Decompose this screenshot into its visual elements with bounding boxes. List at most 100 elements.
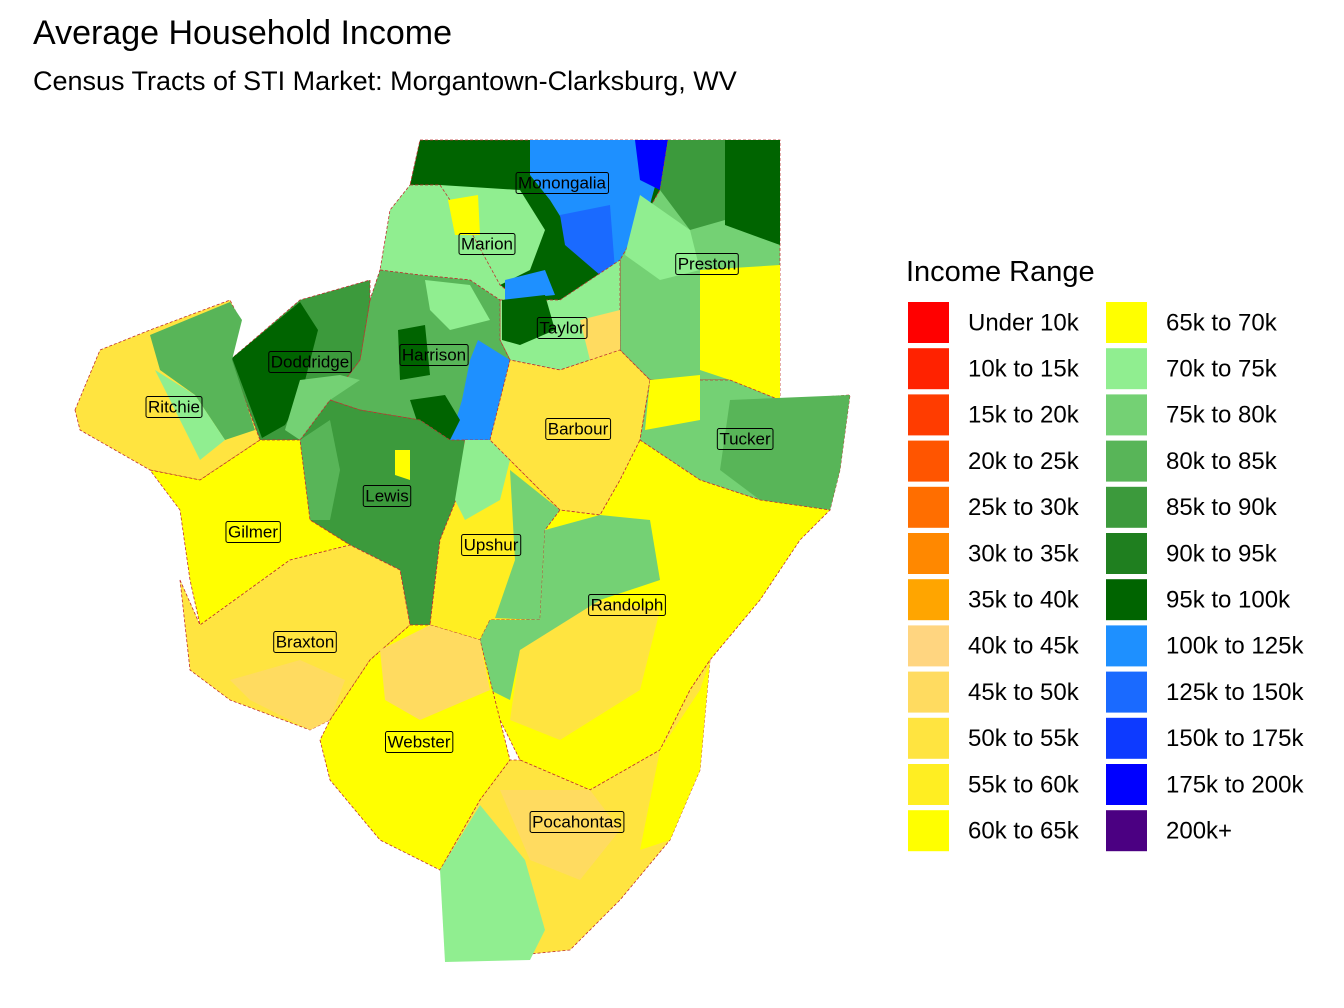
tract (155, 370, 225, 460)
tract (285, 375, 360, 440)
tract (150, 302, 255, 440)
legend-swatch (908, 440, 949, 482)
county-label: Webster (388, 732, 451, 751)
legend-label: 70k to 75k (1166, 356, 1278, 383)
tract (625, 195, 700, 280)
county-label-box (225, 520, 281, 543)
tract (580, 310, 620, 360)
legend-label: 15k to 20k (968, 402, 1080, 429)
county-label: Harrison (402, 345, 466, 364)
tract (560, 205, 615, 275)
legend-label: 35k to 40k (968, 587, 1080, 614)
county-label: Preston (678, 254, 737, 273)
legend-swatch (1106, 625, 1147, 667)
legend-label: 200k+ (1166, 818, 1232, 845)
county-label-box (545, 417, 612, 440)
tract (300, 420, 340, 520)
county-area (489, 349, 651, 516)
legend-swatch (908, 625, 949, 667)
tract (510, 600, 660, 740)
legend-swatch (1106, 394, 1147, 436)
legend-swatch (1106, 579, 1147, 621)
county-label: Taylor (539, 318, 585, 337)
tract (720, 395, 850, 510)
tract (380, 625, 490, 720)
legend-label: 150k to 175k (1166, 725, 1304, 752)
tract (448, 195, 480, 235)
county-label: Upshur (464, 535, 519, 554)
tract (455, 440, 510, 520)
county-label-box (536, 316, 588, 339)
legend-label: 100k to 125k (1166, 633, 1304, 660)
legend-label: 10k to 15k (968, 356, 1080, 383)
county-label: Marion (461, 234, 513, 253)
legend-label: 20k to 25k (968, 448, 1080, 475)
county-labels: Monongalia Marion Preston Taylor Harrison Dod… (145, 171, 774, 833)
legend-swatch (908, 717, 949, 759)
legend-label: 175k to 200k (1166, 771, 1304, 798)
legend-swatch (1106, 348, 1147, 390)
legend-swatch (1106, 717, 1147, 759)
title: Average Household Income (33, 14, 452, 52)
legend-swatch (1106, 671, 1147, 713)
county-label-box (458, 232, 516, 255)
county-label-box (362, 484, 412, 507)
county-label: Pocahontas (532, 812, 622, 831)
legend-swatch (908, 486, 949, 528)
legend-swatch (908, 394, 949, 436)
legend-label: 75k to 80k (1166, 402, 1278, 429)
legend-swatch (908, 764, 949, 805)
tract (502, 295, 555, 345)
tract (395, 450, 410, 480)
tract (640, 660, 710, 850)
county-label-box (399, 343, 469, 366)
county-label-box (385, 730, 454, 753)
county-label-box (588, 593, 666, 616)
legend-label: 30k to 35k (968, 540, 1080, 567)
county-label-box (268, 350, 352, 373)
legend-label: 50k to 55k (968, 725, 1080, 752)
legend-swatch (908, 302, 949, 343)
county-label: Ritchie (148, 397, 200, 416)
county-label-box (461, 533, 522, 556)
county-label: Gilmer (228, 522, 278, 541)
legend-label: Under 10k (968, 309, 1080, 336)
legend-label: 125k to 150k (1166, 679, 1304, 706)
county-label-box (716, 427, 774, 450)
legend-swatch (1106, 486, 1147, 528)
legend-label: 85k to 90k (1166, 494, 1278, 521)
county-label-box (273, 630, 337, 653)
legend-swatch (908, 671, 949, 713)
county-label-box (529, 810, 625, 833)
county-label: Doddridge (271, 352, 349, 371)
tract (645, 375, 700, 430)
legend-label: 90k to 95k (1166, 540, 1278, 567)
tract (440, 805, 545, 962)
legend-label: 95k to 100k (1166, 587, 1291, 614)
legend-swatch (908, 348, 949, 390)
tract (398, 325, 430, 380)
legend-swatch (1106, 302, 1147, 343)
tract (495, 470, 560, 620)
legend-swatch (908, 579, 949, 621)
legend-label: 40k to 45k (968, 633, 1080, 660)
legend-swatch (908, 533, 949, 574)
tract (700, 265, 780, 400)
legend-label: 45k to 50k (968, 679, 1080, 706)
subtitle: Census Tracts of STI Market: Morgantown-… (33, 66, 737, 96)
tract (230, 660, 345, 730)
legend-title: Income Range (906, 256, 1095, 288)
legend-label: 65k to 70k (1166, 309, 1278, 336)
legend-label: 60k to 65k (968, 818, 1080, 845)
legend-swatch (1106, 533, 1147, 574)
county-label-box (675, 252, 739, 275)
legend-swatch (1106, 764, 1147, 805)
county-label: Barbour (548, 419, 609, 438)
legend-label: 55k to 60k (968, 771, 1080, 798)
legend-swatch (1106, 440, 1147, 482)
legend: Under 10k 10k to 15k 15k to 20k 20k to 25k 2… (908, 302, 1304, 852)
legend-label: 80k to 85k (1166, 448, 1278, 475)
county-label: Monongalia (518, 173, 606, 192)
county-label-box (515, 171, 609, 194)
